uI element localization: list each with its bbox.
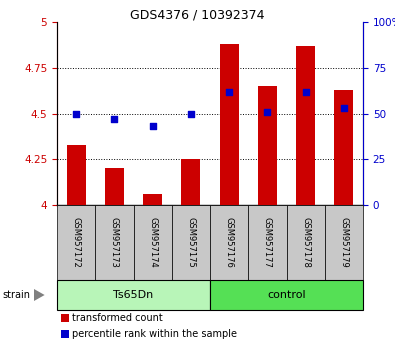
Text: GSM957177: GSM957177	[263, 217, 272, 268]
Text: percentile rank within the sample: percentile rank within the sample	[72, 329, 237, 339]
Bar	[286, 205, 325, 280]
Bar	[220, 44, 239, 205]
Text: GSM957179: GSM957179	[339, 217, 348, 268]
Bar	[57, 205, 95, 280]
Bar	[172, 205, 210, 280]
Bar	[57, 280, 210, 310]
Bar	[143, 194, 162, 205]
Bar	[296, 46, 315, 205]
Bar	[210, 205, 248, 280]
Polygon shape	[34, 289, 45, 301]
Text: GSM957175: GSM957175	[186, 217, 196, 268]
Bar	[67, 145, 86, 205]
Bar	[95, 205, 134, 280]
Point	[73, 111, 79, 116]
Point	[264, 109, 271, 114]
Bar	[181, 159, 200, 205]
Point	[341, 105, 347, 111]
Text: GSM957172: GSM957172	[71, 217, 81, 268]
Point	[188, 111, 194, 116]
Point	[303, 89, 309, 95]
Bar	[134, 205, 172, 280]
Text: control: control	[267, 290, 306, 300]
Text: GDS4376 / 10392374: GDS4376 / 10392374	[130, 8, 265, 21]
Text: GSM957173: GSM957173	[110, 217, 119, 268]
Bar	[105, 169, 124, 205]
Bar	[258, 86, 277, 205]
Text: GSM957176: GSM957176	[225, 217, 233, 268]
Point	[149, 124, 156, 129]
Bar	[210, 280, 363, 310]
Point	[226, 89, 232, 95]
Point	[111, 116, 118, 122]
Text: GSM957178: GSM957178	[301, 217, 310, 268]
Bar	[248, 205, 286, 280]
Bar	[325, 205, 363, 280]
Text: GSM957174: GSM957174	[148, 217, 157, 268]
Text: Ts65Dn: Ts65Dn	[113, 290, 154, 300]
Text: strain: strain	[2, 290, 30, 300]
Bar	[334, 90, 354, 205]
Text: transformed count: transformed count	[72, 313, 163, 323]
